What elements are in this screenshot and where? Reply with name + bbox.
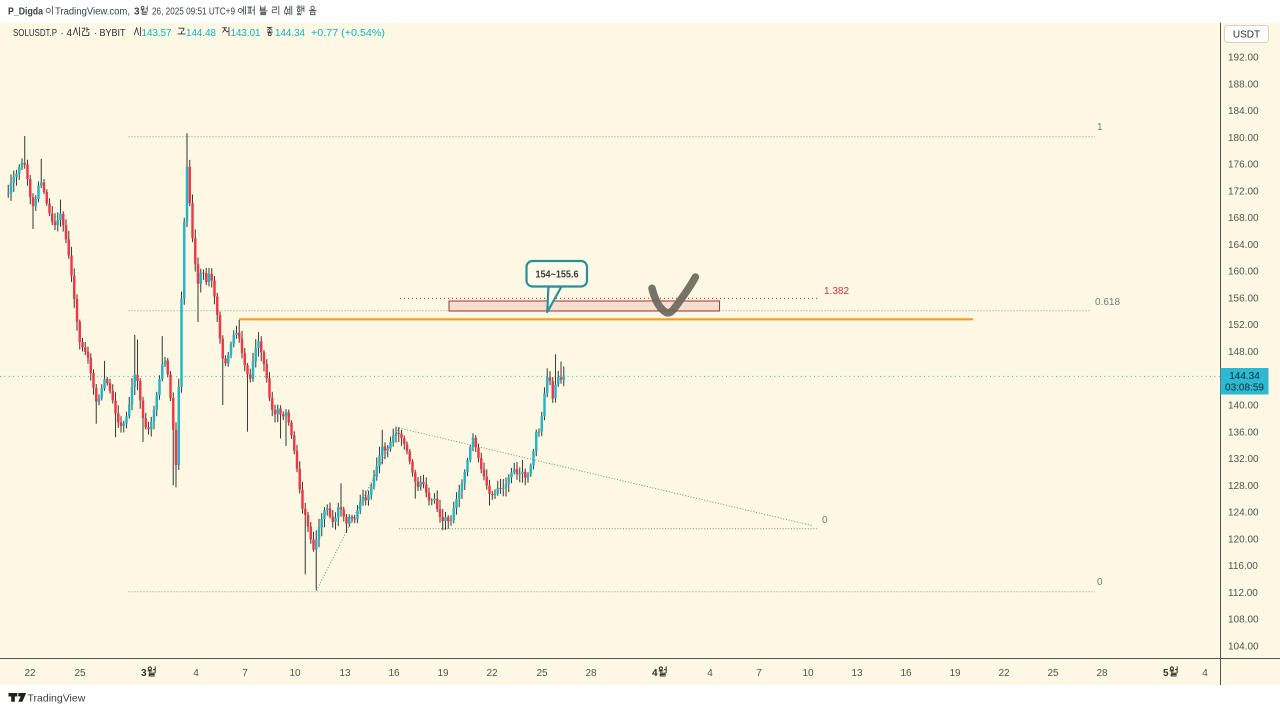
svg-text:19: 19 — [949, 668, 961, 679]
svg-text:16: 16 — [388, 668, 400, 679]
svg-text:·: · — [61, 28, 64, 39]
svg-text:140.00: 140.00 — [1228, 401, 1259, 412]
svg-text:144.34: 144.34 — [1229, 371, 1260, 382]
svg-text:4: 4 — [707, 668, 713, 679]
svg-text:USDT: USDT — [1233, 30, 1260, 41]
svg-text:TradingView: TradingView — [28, 693, 86, 705]
svg-text:144.34: 144.34 — [275, 28, 305, 39]
svg-text:22: 22 — [486, 668, 498, 679]
svg-text:0.618: 0.618 — [1095, 297, 1120, 308]
svg-text:7: 7 — [756, 668, 762, 679]
svg-text:1.382: 1.382 — [824, 286, 849, 297]
svg-text:148.00: 148.00 — [1228, 347, 1259, 358]
svg-text:152.00: 152.00 — [1228, 320, 1259, 331]
svg-text:25: 25 — [74, 668, 86, 679]
svg-text:3: 3 — [134, 7, 140, 18]
svg-text:164.00: 164.00 — [1228, 240, 1259, 251]
svg-text:4: 4 — [67, 28, 73, 39]
svg-text:104.00: 104.00 — [1228, 642, 1259, 653]
svg-text:144.48: 144.48 — [186, 28, 216, 39]
svg-text:132.00: 132.00 — [1228, 454, 1259, 465]
svg-text:TradingView.com,: TradingView.com, — [55, 7, 130, 18]
svg-text:22: 22 — [24, 668, 36, 679]
svg-text:112.00: 112.00 — [1228, 588, 1258, 599]
svg-text:136.00: 136.00 — [1228, 427, 1259, 438]
svg-text:10: 10 — [802, 668, 814, 679]
svg-text:4: 4 — [1202, 668, 1208, 679]
svg-text:26, 2025 09:51 UTC+9: 26, 2025 09:51 UTC+9 — [152, 7, 235, 18]
svg-text:180.00: 180.00 — [1228, 133, 1259, 144]
svg-text:154~155.6: 154~155.6 — [536, 270, 579, 281]
svg-text:5: 5 — [1163, 668, 1169, 679]
svg-text:7: 7 — [242, 668, 248, 679]
svg-text:160.00: 160.00 — [1228, 267, 1259, 278]
svg-text:116.00: 116.00 — [1228, 561, 1258, 572]
svg-text:143.01: 143.01 — [231, 28, 261, 39]
svg-text:143.57: 143.57 — [142, 28, 172, 39]
svg-text:13: 13 — [339, 668, 351, 679]
svg-text:0: 0 — [1097, 577, 1103, 588]
svg-text:22: 22 — [998, 668, 1010, 679]
svg-text:03:08:59: 03:08:59 — [1225, 383, 1264, 394]
svg-text:28: 28 — [1096, 668, 1108, 679]
svg-text:0: 0 — [822, 515, 828, 526]
svg-text:+0.77 (+0.54%): +0.77 (+0.54%) — [311, 28, 385, 39]
svg-text:108.00: 108.00 — [1228, 615, 1259, 626]
svg-text:120.00: 120.00 — [1228, 534, 1259, 545]
svg-text:184.00: 184.00 — [1228, 106, 1259, 117]
svg-text:192.00: 192.00 — [1228, 53, 1259, 64]
svg-text:25: 25 — [536, 668, 548, 679]
svg-text:25: 25 — [1047, 668, 1059, 679]
svg-text:1: 1 — [1097, 122, 1103, 133]
svg-text:28: 28 — [585, 668, 597, 679]
svg-text:3: 3 — [141, 668, 147, 679]
svg-text:168.00: 168.00 — [1228, 213, 1259, 224]
svg-text:10: 10 — [289, 668, 301, 679]
svg-text:172.00: 172.00 — [1228, 186, 1259, 197]
svg-text:19: 19 — [437, 668, 449, 679]
svg-text:4: 4 — [652, 668, 658, 679]
svg-text:4: 4 — [193, 668, 199, 679]
svg-text:128.00: 128.00 — [1228, 481, 1259, 492]
svg-text:·: · — [94, 28, 97, 39]
svg-text:16: 16 — [900, 668, 912, 679]
svg-text:188.00: 188.00 — [1228, 79, 1259, 90]
svg-text:13: 13 — [851, 668, 863, 679]
svg-text:SOLUSDT.P: SOLUSDT.P — [13, 28, 57, 39]
svg-text:P_Digda: P_Digda — [8, 7, 43, 18]
svg-text:124.00: 124.00 — [1228, 508, 1259, 519]
svg-text:156.00: 156.00 — [1228, 294, 1259, 305]
svg-text:176.00: 176.00 — [1228, 160, 1259, 171]
svg-text:BYBIT: BYBIT — [100, 28, 126, 39]
